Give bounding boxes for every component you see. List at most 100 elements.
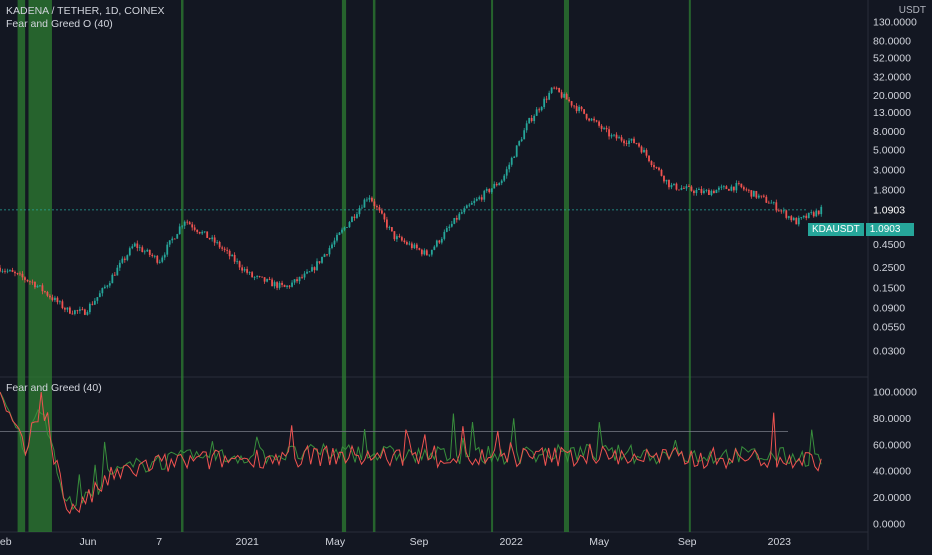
candle-body	[680, 188, 683, 190]
candle-body	[61, 301, 64, 309]
candle-body	[198, 231, 201, 234]
candle-body	[433, 246, 436, 250]
candle-body	[59, 301, 61, 303]
candle-body	[755, 191, 758, 198]
candle-body	[500, 180, 503, 184]
candle-body	[188, 222, 191, 225]
fear-greed-line-green	[0, 391, 822, 511]
candle-body	[123, 258, 126, 260]
candle-body	[336, 234, 338, 241]
candle-body	[116, 267, 119, 276]
candle-body	[26, 279, 29, 282]
candle-body	[673, 183, 675, 185]
candle-body	[645, 149, 648, 156]
candle-body	[518, 141, 521, 146]
highlight-band-2	[181, 0, 184, 532]
candle-body	[742, 187, 745, 190]
candle-body	[550, 87, 553, 93]
candle-body	[805, 215, 808, 219]
candle-body	[797, 217, 800, 225]
osc-tick-label: 40.0000	[873, 466, 911, 478]
indicator-top-label[interactable]: Fear and Greed O (40)	[6, 18, 113, 30]
candle-body	[19, 273, 21, 275]
highlight-band-3	[341, 0, 347, 532]
candle-body	[211, 237, 214, 240]
candle-body	[308, 271, 311, 273]
time-tick-label: Sep	[410, 536, 429, 548]
price-tick-label: 32.0000	[873, 72, 911, 84]
candle-body	[88, 303, 91, 313]
candle-body	[363, 199, 366, 208]
candle-body	[228, 250, 231, 257]
candle-body	[533, 115, 536, 122]
candle-body	[0, 267, 1, 272]
candle-body	[785, 210, 788, 218]
highlight-band-6	[563, 0, 570, 532]
candle-body	[216, 242, 219, 243]
indicator-bottom-label[interactable]: Fear and Greed (40)	[6, 382, 102, 394]
price-badge: KDAUSDT 1.0903	[808, 223, 914, 236]
candle-body	[111, 274, 114, 284]
candle-body	[817, 210, 820, 215]
candle-body	[493, 183, 496, 189]
candle-body	[251, 272, 254, 278]
candle-body	[323, 254, 326, 257]
candle-body	[39, 285, 41, 287]
candle-body	[86, 312, 89, 315]
candle-body	[133, 243, 136, 247]
candle-body	[460, 212, 463, 214]
candle-body	[218, 242, 221, 248]
candle-body	[66, 307, 69, 310]
candle-body	[438, 240, 441, 243]
candle-body	[765, 196, 768, 203]
osc-tick-label: 80.0000	[873, 413, 911, 425]
candle-body	[708, 190, 710, 196]
candle-body	[410, 243, 413, 249]
price-tick-label: 130.0000	[873, 17, 917, 29]
candle-body	[221, 247, 224, 249]
candle-body	[400, 237, 403, 241]
candle-body	[727, 189, 730, 191]
candle-body	[168, 240, 171, 245]
currency-label: USDT	[898, 5, 926, 16]
candle-body	[528, 117, 531, 124]
price-tick-label: 3.0000	[873, 165, 905, 177]
candle-body	[505, 169, 508, 176]
candle-body	[543, 98, 546, 108]
osc-tick-label: 0.0000	[873, 519, 905, 531]
candle-body	[128, 248, 131, 256]
candle-body	[266, 279, 268, 282]
candle-body	[29, 281, 31, 283]
candle-body	[113, 274, 116, 276]
candle-body	[750, 190, 753, 197]
candle-body	[91, 303, 94, 305]
candle-body	[318, 261, 321, 263]
candle-body	[271, 279, 273, 287]
candle-body	[770, 202, 773, 204]
candle-body	[703, 190, 705, 194]
candle-body	[151, 254, 154, 256]
candle-body	[103, 286, 106, 289]
candle-body	[233, 254, 236, 262]
candle-body	[131, 246, 134, 249]
candle-body	[752, 191, 755, 197]
candle-body	[281, 282, 283, 285]
price-tick-label: 0.0550	[873, 322, 905, 334]
price-tick-label: 0.0900	[873, 302, 905, 314]
candle-body	[530, 117, 533, 122]
candle-body	[306, 271, 308, 274]
price-tick-label: 0.1500	[873, 282, 905, 294]
candle-body	[136, 243, 139, 248]
candle-body	[408, 243, 411, 245]
candle-body	[483, 190, 486, 200]
candle-body	[440, 238, 443, 243]
candle-body	[635, 143, 638, 144]
candle-body	[555, 87, 558, 89]
candle-body	[298, 276, 301, 282]
candle-body	[807, 212, 810, 219]
candle-body	[258, 276, 261, 277]
candle-body	[735, 183, 738, 191]
symbol-title[interactable]: KADENA / TETHER, 1D, COINEX	[6, 5, 165, 17]
